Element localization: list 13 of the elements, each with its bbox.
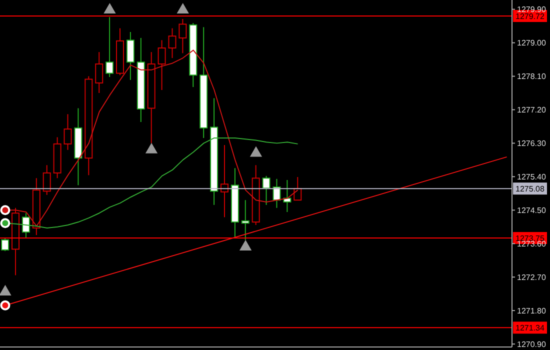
ref-line-label: 1279.72 <box>516 12 546 21</box>
y-tick-label: 1276.30 <box>517 139 546 148</box>
y-tick-label: 1272.70 <box>517 272 546 282</box>
y-tick-label: 1270.90 <box>517 340 546 349</box>
y-tick-label: 1277.20 <box>517 106 546 115</box>
y-tick-label: 1271.80 <box>517 306 546 316</box>
y-tick-label: 1278.10 <box>517 72 546 82</box>
y-tick-label: 1274.50 <box>517 206 546 215</box>
ref-line-label: 1271.34 <box>516 324 546 333</box>
y-tick-label: 1279.00 <box>517 38 546 48</box>
y-tick-label: 1279.90 <box>517 5 546 14</box>
y-tick-label: 1275.40 <box>517 172 546 182</box>
ref-line-label: 1275.08 <box>516 184 546 194</box>
